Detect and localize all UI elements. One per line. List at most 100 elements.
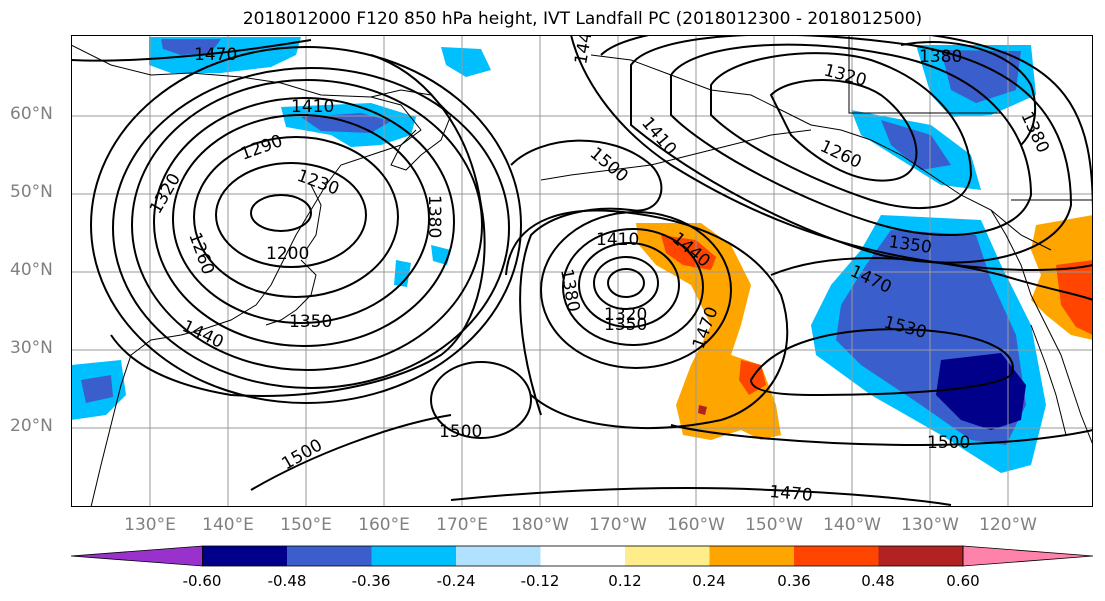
contour-1410-n — [600, 35, 1093, 216]
colorbar-tick: 0.12 — [608, 572, 642, 590]
ivt-shade-japan-cyan — [394, 260, 411, 287]
contour-label: 1350 — [604, 315, 647, 335]
contour-label: 1200 — [266, 244, 309, 264]
contour-label: 1260 — [817, 136, 865, 172]
lon-label: 130°E — [124, 515, 176, 535]
ivt-negative-shading — [71, 37, 1046, 473]
lon-label: 160°W — [667, 515, 725, 535]
contour-label: 1380 — [424, 195, 444, 238]
colorbar-segments — [70, 545, 1094, 567]
contour-1500-sub — [430, 361, 532, 439]
height-contours — [71, 35, 1093, 506]
lon-label: 130°W — [901, 515, 959, 535]
ivt-shade-east-navy — [936, 353, 1026, 430]
contour-1470-top — [71, 39, 312, 62]
colorbar-segment — [371, 546, 457, 566]
contour-1320-w — [153, 97, 455, 347]
colorbar-tick: 0.36 — [777, 572, 811, 590]
contour-1260-n — [769, 79, 918, 182]
contour-1440-c — [540, 211, 732, 369]
colorbar-segment — [878, 546, 964, 566]
colorbar-tick: -0.48 — [267, 572, 307, 590]
contour-1290 — [172, 114, 430, 324]
contour-1320-c — [607, 268, 645, 298]
contour-1380-ne — [900, 41, 1037, 146]
contour-1200 — [250, 194, 312, 232]
contour-label: 1440 — [179, 316, 227, 352]
lon-label: 170°W — [589, 515, 647, 535]
contour-label: 1500 — [927, 433, 970, 453]
contour-label: 1410 — [291, 97, 334, 117]
coast-baja — [1030, 324, 1067, 436]
lat-label: 40°N — [10, 260, 53, 280]
contour-1470-e — [770, 257, 1093, 301]
colorbar-tick: -0.24 — [436, 572, 476, 590]
contour-1350-e — [670, 43, 1033, 236]
lon-label: 170°E — [436, 515, 488, 535]
map-title: 2018012000 F120 850 hPa height, IVT Land… — [242, 9, 923, 29]
contour-label: 1440 — [571, 35, 598, 66]
contour-label: 1290 — [238, 131, 285, 165]
coast-canada-border — [848, 35, 1001, 114]
lat-label: 60°N — [10, 104, 53, 124]
contour-label: 1320 — [604, 305, 647, 325]
ivt-positive-shading — [636, 215, 1093, 440]
lon-label: 150°E — [280, 515, 332, 535]
contour-1380-e — [630, 35, 1073, 264]
contour-1380-w — [112, 67, 510, 389]
lat-label: 30°N — [10, 338, 53, 358]
contour-1230 — [215, 162, 367, 268]
lon-label: 120°W — [979, 515, 1037, 535]
colorbar-segment — [287, 546, 372, 566]
coast-aleutians — [540, 129, 812, 181]
contour-label: 1500 — [439, 422, 482, 442]
colorbar-tick: 0.24 — [692, 572, 726, 590]
colorbar-segment — [709, 546, 795, 566]
contour-label: 1380 — [556, 267, 583, 313]
colorbar-segment — [625, 546, 710, 566]
ivt-shade-east-red — [1056, 260, 1093, 335]
colorbar-segment — [794, 546, 879, 566]
contour-label: 1410 — [596, 230, 639, 250]
contour-1530-e — [749, 328, 1014, 397]
ivt-shade-nw-blue — [161, 39, 221, 55]
coast-alaska — [590, 54, 1052, 251]
map-panel: 1470 1410 1290 1230 1320 1260 1200 1380 … — [71, 35, 1093, 507]
lon-label: 140°W — [823, 515, 881, 535]
contour-label: 1320 — [822, 61, 869, 92]
contour-1260-w — [193, 136, 399, 298]
map-svg: 1470 1410 1290 1230 1320 1260 1200 1380 … — [71, 35, 1093, 507]
ivt-shade-nw-cyan2 — [441, 47, 491, 77]
contour-label: 1470 — [769, 482, 814, 506]
lon-label: 140°E — [202, 515, 254, 535]
colorbar-tick: 0.48 — [861, 572, 895, 590]
contour-1380-c — [578, 242, 680, 328]
colorbar-tick: -0.60 — [182, 572, 222, 590]
contour-1440-n — [570, 35, 1093, 271]
contour-1440-w — [110, 54, 486, 397]
coast-na-west — [990, 209, 1093, 446]
contour-1410-w — [90, 46, 522, 404]
contour-1470-s — [450, 487, 952, 506]
lon-label: 160°E — [358, 515, 410, 535]
colorbar-extend-right — [962, 545, 1094, 567]
contour-label: 1380 — [919, 47, 962, 67]
lon-label: 180°W — [511, 515, 569, 535]
contour-1500-mid — [510, 139, 663, 416]
contour-1500-sw — [250, 414, 452, 491]
colorbar — [70, 545, 1094, 567]
lat-label: 20°N — [10, 416, 53, 436]
contour-1410-c — [562, 228, 704, 346]
ivt-shade-west-blue — [81, 375, 113, 403]
colorbar-tick: -0.12 — [520, 572, 560, 590]
contour-label: 1500 — [279, 435, 326, 474]
ivt-shade-ne-blue — [941, 50, 1021, 103]
colorbar-tick: -0.36 — [351, 572, 391, 590]
contour-1350-c — [593, 256, 659, 310]
colorbar-outline — [202, 545, 964, 567]
coast-sakhalin — [305, 184, 322, 251]
ivt-shade-kamchatka-blue — [301, 113, 391, 133]
colorbar-tick: 0.60 — [946, 572, 980, 590]
lon-label: 150°W — [745, 515, 803, 535]
lat-label: 50°N — [10, 182, 53, 202]
